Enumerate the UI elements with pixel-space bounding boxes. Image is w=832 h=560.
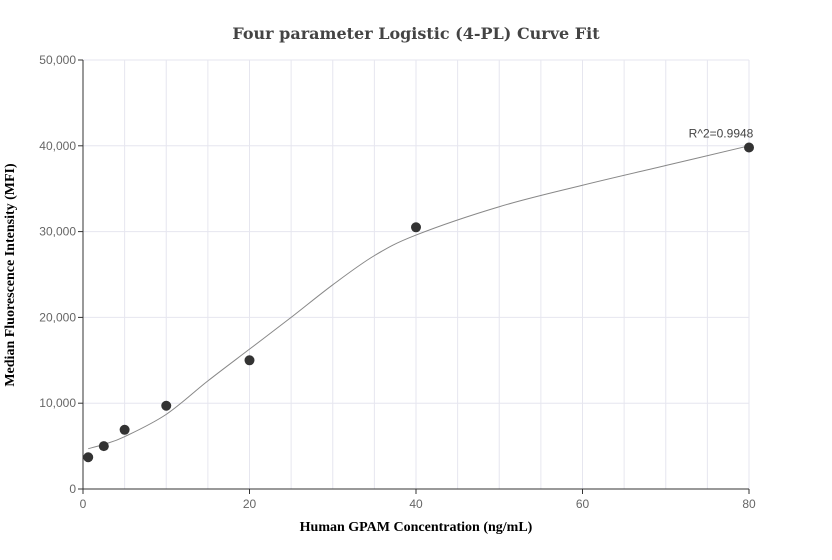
- data-point: [411, 222, 421, 233]
- y-tick-label: 0: [69, 482, 76, 496]
- data-point: [244, 355, 255, 366]
- x-tick-label: 0: [80, 497, 87, 511]
- y-tick-label: 30,000: [39, 225, 76, 239]
- fit-curve: [88, 145, 750, 450]
- data-point: [161, 400, 172, 411]
- x-tick-label: 80: [742, 497, 756, 511]
- y-tick-label: 40,000: [39, 139, 76, 153]
- x-tick-label: 20: [243, 497, 257, 511]
- grid: [83, 59, 750, 489]
- y-axis-ticks: 0 10,000 20,000 30,000 40,000 50,000: [39, 53, 83, 496]
- data-points: [83, 142, 754, 463]
- x-tick-label: 60: [576, 497, 590, 511]
- y-tick-label: 10,000: [39, 396, 76, 410]
- chart-title: Four parameter Logistic (4-PL) Curve Fit: [232, 24, 600, 43]
- y-tick-label: 50,000: [39, 53, 76, 67]
- data-point: [83, 452, 94, 463]
- y-axis-title: Median Fluorescence Intensity (MFI): [3, 163, 18, 387]
- r-squared-annotation: R^2=0.9948: [689, 127, 754, 141]
- x-axis-ticks: 0 20 40 60 80: [80, 489, 756, 511]
- x-axis-title: Human GPAM Concentration (ng/mL): [300, 520, 533, 535]
- data-point: [744, 142, 754, 153]
- y-tick-label: 20,000: [39, 310, 76, 324]
- data-point: [98, 441, 109, 452]
- x-tick-label: 40: [409, 497, 423, 511]
- data-point: [119, 424, 130, 435]
